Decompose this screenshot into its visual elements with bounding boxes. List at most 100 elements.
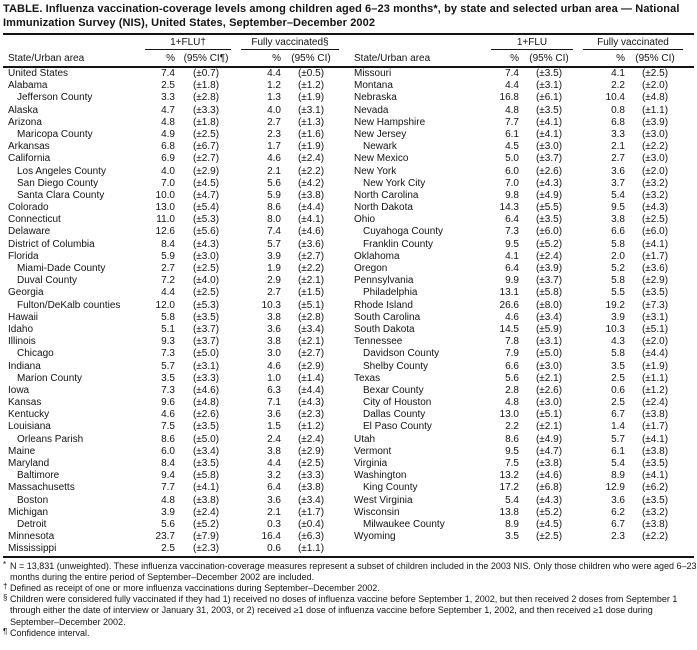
fully-ci-cell: (±2.0) (641, 80, 669, 92)
fully-pct-cell: 6.1 (611, 445, 625, 457)
area-cell: Georgia (8, 287, 44, 299)
fully-pct-cell: 5.8 (611, 275, 625, 287)
flu-ci-cell: (±2.6) (535, 384, 563, 396)
fully-ci-cell: (±6.0) (641, 226, 669, 238)
area-cell: Santa Clara County (17, 189, 105, 201)
fully-pct-cell: 2.3 (267, 128, 281, 140)
fully-pct-cell: 12.9 (605, 482, 625, 494)
fully-ci-cell: (±1.2) (297, 80, 325, 92)
flu-pct-cell: 14.5 (499, 323, 519, 335)
fully-pct-cell: 10.4 (605, 92, 625, 104)
flu-ci-cell: (±3.7) (192, 323, 220, 335)
flu-ci-cell: (±2.5) (192, 128, 220, 140)
fully-pct-column-header: % (272, 53, 281, 64)
area-cell: Bexar County (363, 384, 424, 396)
table-row: Dallas County 13.0 (±5.1) 6.7 (±3.8) (349, 409, 694, 421)
flu-ci-cell: (±5.6) (192, 226, 220, 238)
fully-ci-cell: (±1.9) (641, 360, 669, 372)
area-cell: District of Columbia (8, 238, 95, 250)
flu-ci-cell: (±4.3) (192, 238, 220, 250)
fully-ci-cell: (±1.7) (641, 250, 669, 262)
flu-pct-cell: 3.3 (161, 92, 175, 104)
flu-ci-cell: (±2.3) (192, 543, 220, 555)
flu-ci-cell: (±3.8) (535, 458, 563, 469)
flu-ci-cell: (±3.7) (192, 336, 220, 348)
area-cell: Virginia (354, 458, 388, 469)
table-row: West Virginia 5.4 (±4.3) 3.6 (±3.5) (349, 495, 694, 507)
flu-pct-cell: 4.8 (161, 116, 175, 128)
col-group-1plus-flu: 1+FLU† (145, 36, 231, 50)
flu-pct-cell: 13.1 (499, 287, 519, 299)
table-row: South Carolina 4.6 (±3.4) 3.9 (±3.1) (349, 312, 694, 324)
area-cell: Newark (363, 141, 397, 153)
fully-ci-cell: (±3.8) (297, 482, 325, 494)
flu-ci-cell: (±2.4) (192, 506, 220, 518)
fully-ci-cell: (±4.1) (641, 470, 669, 482)
fully-ci-cell: (±0.4) (297, 518, 325, 530)
fully-pct-cell: 2.5 (611, 397, 625, 409)
flu-pct-cell: 6.9 (161, 153, 175, 165)
flu-ci-cell: (±2.9) (192, 165, 220, 177)
fully-ci-cell: (±4.1) (641, 433, 669, 445)
footnote-marker: ¶ (3, 626, 8, 636)
footnote-fully-vaccinated: § Children were considered fully vaccinat… (3, 593, 697, 628)
flu-ci-cell: (±7.9) (192, 531, 220, 543)
flu-pct-cell: 7.5 (505, 458, 519, 469)
flu-ci-cell: (±2.1) (535, 421, 563, 433)
flu-pct-cell: 4.0 (161, 165, 175, 177)
flu-ci-cell: (±3.9) (535, 263, 563, 274)
fully-pct-cell: 19.2 (605, 299, 625, 311)
area-cell: Indiana (8, 360, 41, 372)
fully-pct-cell: 4.6 (267, 153, 281, 165)
flu-pct-cell: 7.8 (505, 336, 519, 348)
flu-pct-cell: 6.1 (505, 128, 519, 140)
flu-ci-cell: (±6.1) (535, 92, 563, 104)
flu-ci-cell: (±1.8) (192, 116, 220, 128)
fully-pct-cell: 3.3 (611, 128, 625, 140)
table-row: Marion County 3.5 (±3.3) 1.0 (±1.4) (3, 373, 349, 385)
table-row: Detroit 5.6 (±5.2) 0.3 (±0.4) (3, 519, 349, 531)
fully-pct-cell: 1.5 (267, 421, 281, 433)
flu-ci-cell: (±4.3) (535, 177, 563, 189)
fully-ci-cell: (±3.3) (297, 470, 325, 482)
header-right-half: 1+FLU Fully vaccinated State/Urban area … (349, 35, 694, 66)
area-cell: Hawaii (8, 311, 39, 323)
fully-pct-cell: 6.6 (611, 226, 625, 238)
area-cell: Delaware (8, 226, 51, 238)
table-row: Rhode Island 26.6 (±8.0) 19.2 (±7.3) (349, 300, 694, 312)
table-row: Iowa 7.3 (±4.6) 6.3 (±4.4) (3, 385, 349, 397)
flu-ci-column-header: (95% CI) (529, 53, 569, 64)
flu-ci-cell: (±5.2) (535, 506, 563, 518)
flu-pct-cell: 11.0 (156, 214, 175, 226)
fully-pct-cell: 2.7 (611, 153, 625, 165)
area-cell: Detroit (17, 518, 47, 530)
area-cell: Baltimore (17, 470, 60, 482)
flu-ci-cell: (±5.2) (535, 238, 563, 250)
footnote-1plus-flu: † Defined as receipt of one or more influ… (3, 582, 697, 594)
area-cell: New York (354, 165, 397, 177)
fully-ci-cell: (±3.8) (641, 409, 669, 421)
fully-pct-cell: 10.3 (605, 323, 625, 335)
fully-ci-cell: (±3.9) (641, 116, 669, 128)
fully-pct-cell: 5.9 (267, 189, 281, 201)
flu-ci-cell: (±5.3) (192, 299, 220, 311)
fully-pct-cell: 5.4 (611, 189, 625, 201)
table-row: Delaware 12.6 (±5.6) 7.4 (±4.6) (3, 226, 349, 238)
footnote-text: Children were considered fully vaccinate… (10, 594, 678, 627)
table-row: Cuyahoga County 7.3 (±6.0) 6.6 (±6.0) (349, 226, 694, 238)
flu-ci-cell: (±0.7) (192, 68, 220, 79)
table-row: Mississippi 2.5 (±2.3) 0.6 (±1.1) (3, 543, 349, 555)
flu-ci-cell: (±3.4) (535, 311, 563, 323)
flu-ci-cell: (±3.1) (535, 80, 563, 92)
table-row: Baltimore 9.4 (±5.8) 3.2 (±3.3) (3, 470, 349, 482)
footnote-text: Defined as receipt of one or more influe… (10, 582, 380, 593)
flu-ci-cell: (±4.1) (535, 116, 563, 128)
fully-pct-cell: 2.9 (267, 275, 281, 287)
flu-ci-cell: (±4.9) (535, 189, 563, 201)
area-cell: Jefferson County (17, 92, 93, 104)
area-cell: Louisiana (8, 421, 51, 433)
flu-ci-cell: (±2.5) (192, 263, 220, 274)
flu-ci-cell: (±3.0) (535, 360, 563, 372)
flu-pct-cell: 5.6 (161, 518, 175, 530)
fully-pct-cell: 0.3 (267, 518, 281, 530)
